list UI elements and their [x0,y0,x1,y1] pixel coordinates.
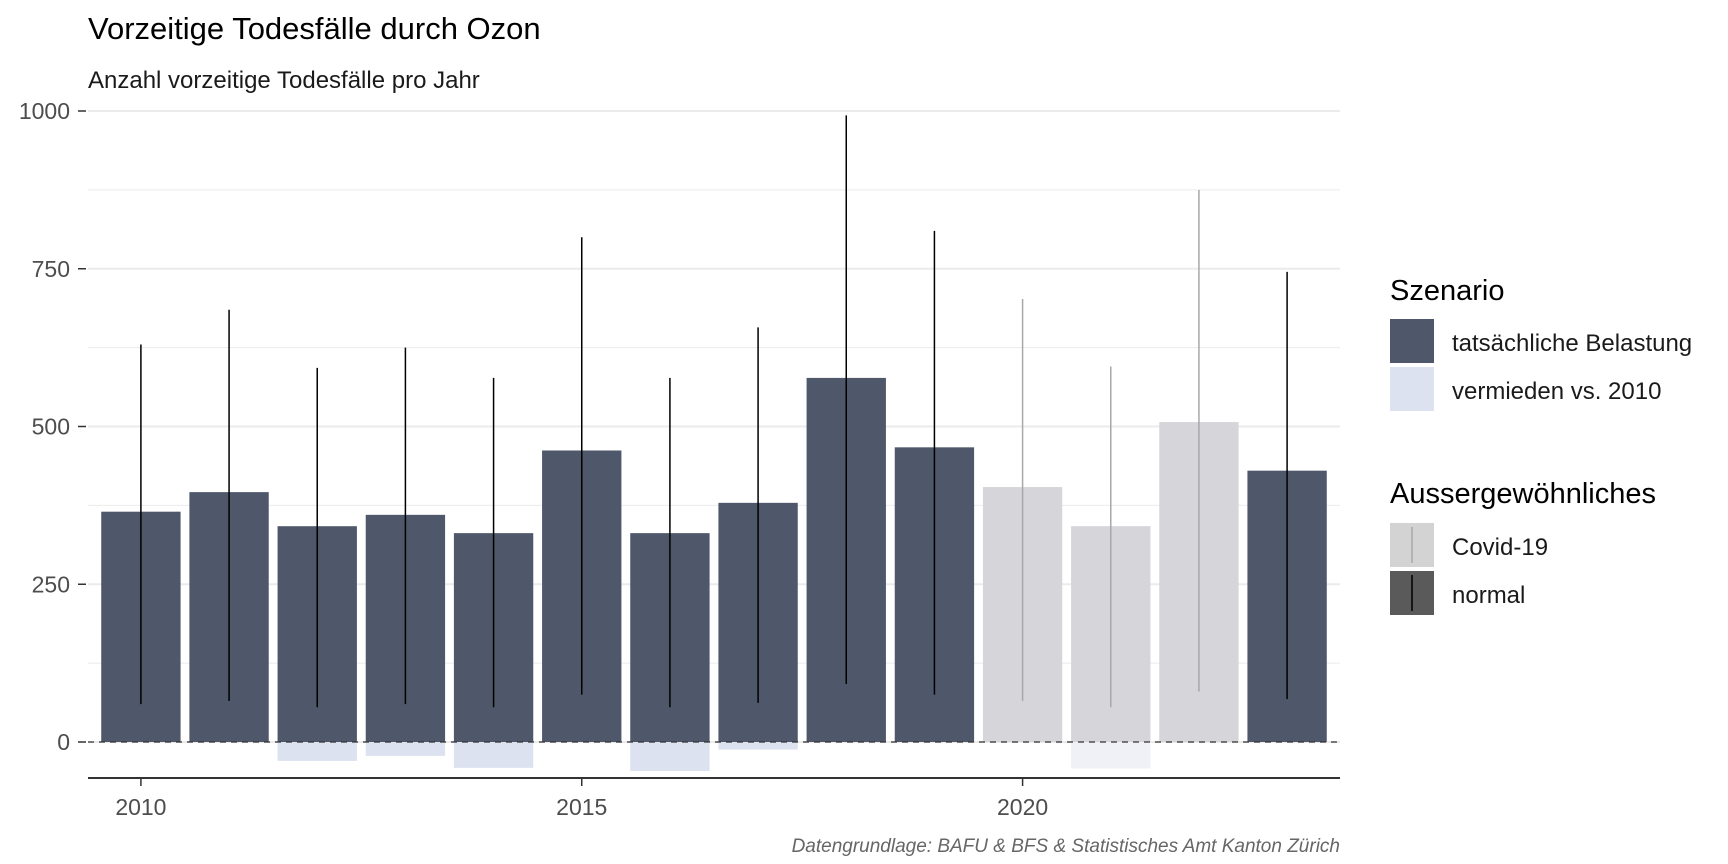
x-tick-label: 2020 [997,794,1048,820]
legend-label-actual: tatsächliche Belastung [1452,330,1692,357]
legend-title-szenario: Szenario [1390,275,1504,307]
bars-layer [101,377,1327,772]
y-tick-label: 1000 [19,98,70,124]
y-tick-label: 500 [32,414,70,440]
y-tick-label: 250 [32,571,70,597]
legend-swatch-avoided [1390,367,1434,411]
bar-avoided-2021 [1071,742,1151,769]
legend-label-normal: normal [1452,582,1525,609]
x-tick-label: 2010 [115,794,166,820]
bar-avoided-2017 [718,742,798,750]
chart-subtitle: Anzahl vorzeitige Todesfälle pro Jahr [88,67,480,94]
legend-title-aussergewoehnliches: Aussergewöhnliches [1390,478,1656,510]
legend-label-covid: Covid-19 [1452,534,1548,561]
chart-title: Vorzeitige Todesfälle durch Ozon [88,11,541,46]
chart-caption: Datengrundlage: BAFU & BFS & Statistisch… [792,836,1340,857]
legend: Szenario tatsächliche Belastung vermiede… [1390,275,1692,615]
error-bars-layer [88,115,1340,743]
bar-avoided-2016 [630,742,710,772]
y-tick-label: 750 [32,256,70,282]
axis-layer: 0 250 500 750 1000 2010 2015 2020 [19,98,1340,820]
bar-avoided-2012 [277,742,357,761]
bar-avoided-2014 [453,742,534,768]
legend-swatch-actual [1390,319,1434,363]
legend-label-avoided: vermieden vs. 2010 [1452,378,1661,405]
x-tick-label: 2015 [556,794,607,820]
bar-avoided-2013 [365,742,446,756]
y-tick-label: 0 [57,729,70,755]
grid-layer [88,110,1340,743]
